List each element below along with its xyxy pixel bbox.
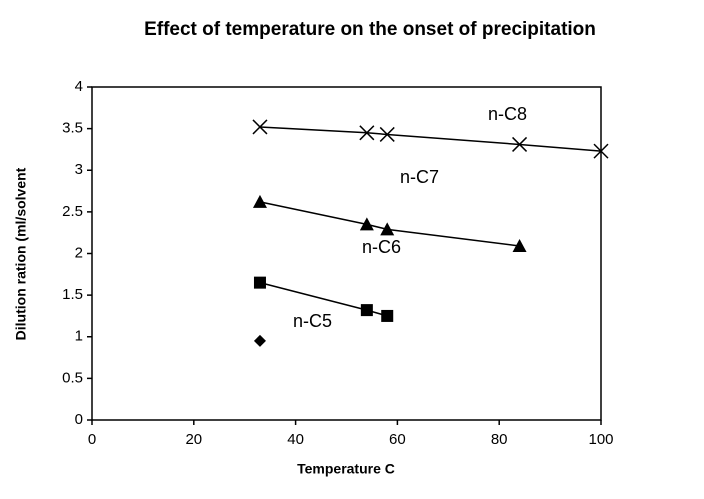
marker: [359, 217, 374, 231]
marker: [512, 136, 528, 152]
marker: [253, 334, 266, 347]
chart-title: Effect of temperature on the onset of pr…: [144, 19, 596, 40]
y-tick-label: 2.5: [62, 203, 83, 220]
plot-frame: [91, 86, 602, 421]
x-tick-label: 60: [389, 431, 406, 448]
x-tick-label: 100: [588, 431, 613, 448]
marker: [252, 119, 268, 135]
y-tick-label: 2: [75, 244, 83, 261]
marker: [512, 239, 527, 253]
x-tick-label: 20: [185, 431, 202, 448]
x-tick-label: 0: [88, 431, 96, 448]
y-axis-label: Dilution ration (ml/solvent: [13, 167, 29, 340]
series-label: n-C6: [362, 237, 401, 257]
marker: [252, 194, 267, 208]
y-tick-label: 4: [75, 78, 83, 95]
series-label: n-C8: [488, 104, 527, 124]
y-tick-label: 3.5: [62, 120, 83, 137]
marker: [379, 126, 395, 142]
marker: [359, 125, 375, 141]
marker: [381, 309, 394, 322]
series-label: n-C7: [400, 167, 439, 187]
series-line: [259, 126, 602, 152]
series-line: [259, 201, 520, 247]
marker: [380, 222, 395, 236]
marker: [593, 143, 609, 159]
y-tick-label: 0.5: [62, 369, 83, 386]
y-tick-label: 3: [75, 161, 83, 178]
marker: [253, 276, 266, 289]
y-tick-label: 1.5: [62, 286, 83, 303]
x-axis-label: Temperature C: [297, 461, 395, 477]
y-tick-label: 0: [75, 411, 83, 428]
x-tick-label: 80: [491, 431, 508, 448]
x-tick-label: 40: [287, 431, 304, 448]
series-label: n-C5: [293, 311, 332, 331]
marker: [360, 304, 373, 317]
y-tick-label: 1: [75, 328, 83, 345]
